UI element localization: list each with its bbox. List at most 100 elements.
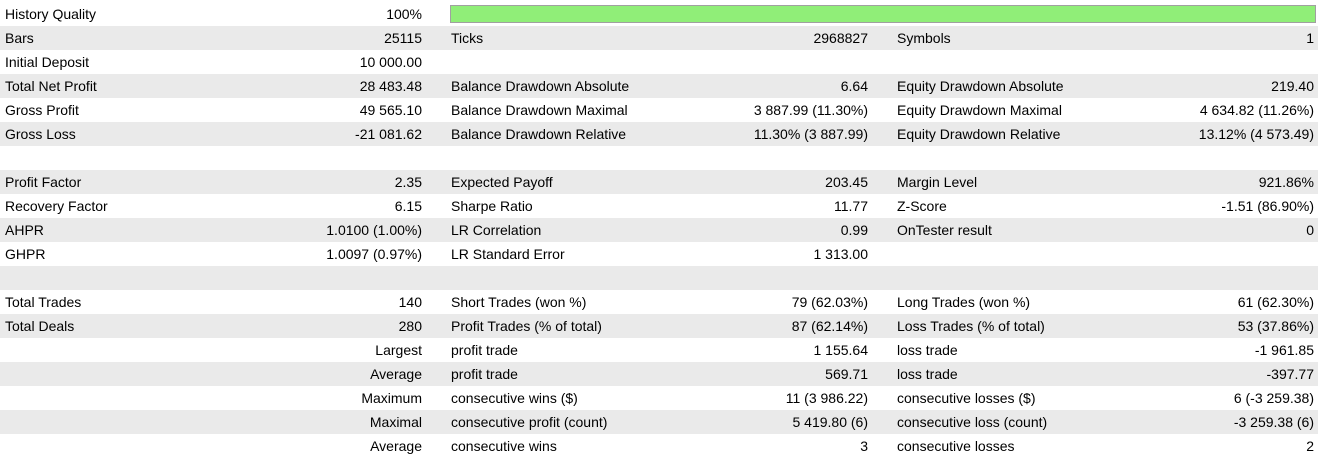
stat-value-1: Maximal (369, 414, 422, 430)
table-row: Total Deals 280 Profit Trades (% of total)… (0, 314, 1318, 338)
stat-value-3: 1 (1306, 30, 1314, 46)
stat-label-1 (5, 362, 195, 386)
stat-value-3 (1100, 266, 1314, 290)
table-row: Maximal consecutive profit (count) 5 419.8… (0, 410, 1318, 434)
stat-label-1 (5, 410, 195, 434)
table-row: Gross Loss -21 081.62 Balance Drawdown Rel… (0, 122, 1318, 146)
stat-label-2: consecutive wins (451, 438, 557, 454)
table-row: AHPR 1.0100 (1.00%) LR Correlation 0.99 OnTe… (0, 218, 1318, 242)
stat-label-1: Profit Factor (5, 174, 82, 190)
stat-value-2: 3 (860, 438, 868, 454)
stat-value-1: 1.0097 (0.97%) (326, 246, 422, 262)
stat-value-1: 280 (398, 318, 422, 334)
table-row: Total Trades 140 Short Trades (won %) 79 (6… (0, 290, 1318, 314)
stat-value-2: 203.45 (825, 174, 868, 190)
stat-value-3: 921.86% (1258, 174, 1314, 190)
stat-label-3: Equity Drawdown Absolute (897, 78, 1064, 94)
table-row: Gross Profit 49 565.10 Balance Drawdown Ma… (0, 98, 1318, 122)
stat-value-2: 2968827 (813, 30, 868, 46)
stat-label-2: consecutive profit (count) (451, 414, 608, 430)
stat-label-3: loss trade (897, 342, 958, 358)
stat-value-3: 53 (37.86%) (1237, 318, 1314, 334)
stat-value-2 (680, 50, 868, 74)
history-quality-row: History Quality 100% (0, 2, 1318, 26)
stat-label-3: consecutive losses (897, 438, 1015, 454)
stat-label-3: Loss Trades (% of total) (897, 318, 1045, 334)
stat-label-2: Expected Payoff (451, 174, 553, 190)
stat-label-2: Profit Trades (% of total) (451, 318, 602, 334)
history-quality-bar-fill (451, 6, 1315, 22)
stat-label-2: LR Standard Error (451, 246, 565, 262)
stat-label-1: AHPR (5, 222, 44, 238)
stat-value-2: 87 (62.14%) (791, 318, 868, 334)
stat-value-1: 6.15 (394, 198, 422, 214)
stat-label-3: Long Trades (won %) (897, 294, 1031, 310)
stat-label-1: Total Trades (5, 294, 82, 310)
stat-label-1: GHPR (5, 246, 46, 262)
stat-value-1: 10 000.00 (359, 54, 422, 70)
stat-value-3 (1100, 242, 1314, 266)
stat-label-2: Short Trades (won %) (451, 294, 587, 310)
stat-value-3: 0 (1306, 222, 1314, 238)
stat-value-1: Maximum (361, 390, 422, 406)
stat-value-1: 140 (398, 294, 422, 310)
table-row: Recovery Factor 6.15 Sharpe Ratio 11.77 Z-Sc… (0, 194, 1318, 218)
stat-value-1: 2.35 (394, 174, 422, 190)
stat-value-3 (1100, 146, 1314, 170)
stat-value-3: 13.12% (4 573.49) (1198, 126, 1314, 142)
stat-value-3: 219.40 (1271, 78, 1314, 94)
table-row: Total Net Profit 28 483.48 Balance Drawdow… (0, 74, 1318, 98)
history-quality-bar (450, 5, 1316, 23)
table-row: Initial Deposit 10 000.00 (0, 50, 1318, 74)
stat-value-1: 49 565.10 (359, 102, 422, 118)
stat-label-2: Balance Drawdown Relative (451, 126, 627, 142)
stat-value-3: -397.77 (1266, 366, 1314, 382)
stat-value-2: 11.77 (834, 198, 868, 214)
stat-value-1 (200, 266, 422, 290)
stat-label-1: Bars (5, 30, 34, 46)
stat-value-1: Average (370, 366, 422, 382)
stat-value-2: 5 419.80 (6) (792, 414, 869, 430)
stat-label-2: Balance Drawdown Absolute (451, 78, 630, 94)
stat-label-1: Total Deals (5, 318, 75, 334)
stat-label-3: consecutive loss (count) (897, 414, 1048, 430)
stat-value-1 (200, 146, 422, 170)
stat-value-3: -3 259.38 (6) (1233, 414, 1314, 430)
stat-label-3: Symbols (897, 30, 951, 46)
stat-value-2: 0.99 (840, 222, 868, 238)
stat-label-3: OnTester result (897, 222, 992, 238)
stat-value-2 (680, 146, 868, 170)
stat-label-3: Equity Drawdown Maximal (897, 102, 1062, 118)
stat-value-2: 11 (3 986.22) (785, 390, 868, 406)
stat-label-1: Gross Loss (5, 126, 76, 142)
stat-label-1: Total Net Profit (5, 78, 97, 94)
stat-label-3: loss trade (897, 366, 958, 382)
table-row: Profit Factor 2.35 Expected Payoff 203.45 Ma… (0, 170, 1318, 194)
stat-value-3: 6 (-3 259.38) (1233, 390, 1314, 406)
stat-value-1: 25115 (384, 30, 422, 46)
stat-value-2: 3 887.99 (11.30%) (753, 102, 868, 118)
stat-value-3 (1100, 50, 1314, 74)
stat-label-1: Initial Deposit (5, 54, 90, 70)
stat-value-1: -21 081.62 (355, 126, 422, 142)
stat-label-2: Sharpe Ratio (451, 198, 533, 214)
stat-value-3: -1.51 (86.90%) (1221, 198, 1314, 214)
table-row: Average consecutive wins 3 consecutive loss… (0, 434, 1318, 458)
stat-label-2: consecutive wins ($) (451, 390, 578, 406)
table-row: Largest profit trade 1 155.64 loss trade -1 … (0, 338, 1318, 362)
stat-label-1 (5, 434, 195, 458)
stat-label-3: Z-Score (897, 198, 947, 214)
stat-value-1: Average (370, 438, 422, 454)
stat-label-1 (5, 266, 195, 290)
history-quality-label: History Quality (5, 6, 97, 22)
stat-label-1 (5, 146, 195, 170)
stat-value-3: 61 (62.30%) (1237, 294, 1314, 310)
stat-value-2: 11.30% (3 887.99) (753, 126, 868, 142)
stat-label-1 (5, 338, 195, 362)
stat-value-1: Largest (375, 342, 422, 358)
table-row (0, 146, 1318, 170)
stat-label-1: Recovery Factor (5, 198, 108, 214)
stat-value-3: 4 634.82 (11.26%) (1199, 102, 1314, 118)
table-row: GHPR 1.0097 (0.97%) LR Standard Error 1 313… (0, 242, 1318, 266)
